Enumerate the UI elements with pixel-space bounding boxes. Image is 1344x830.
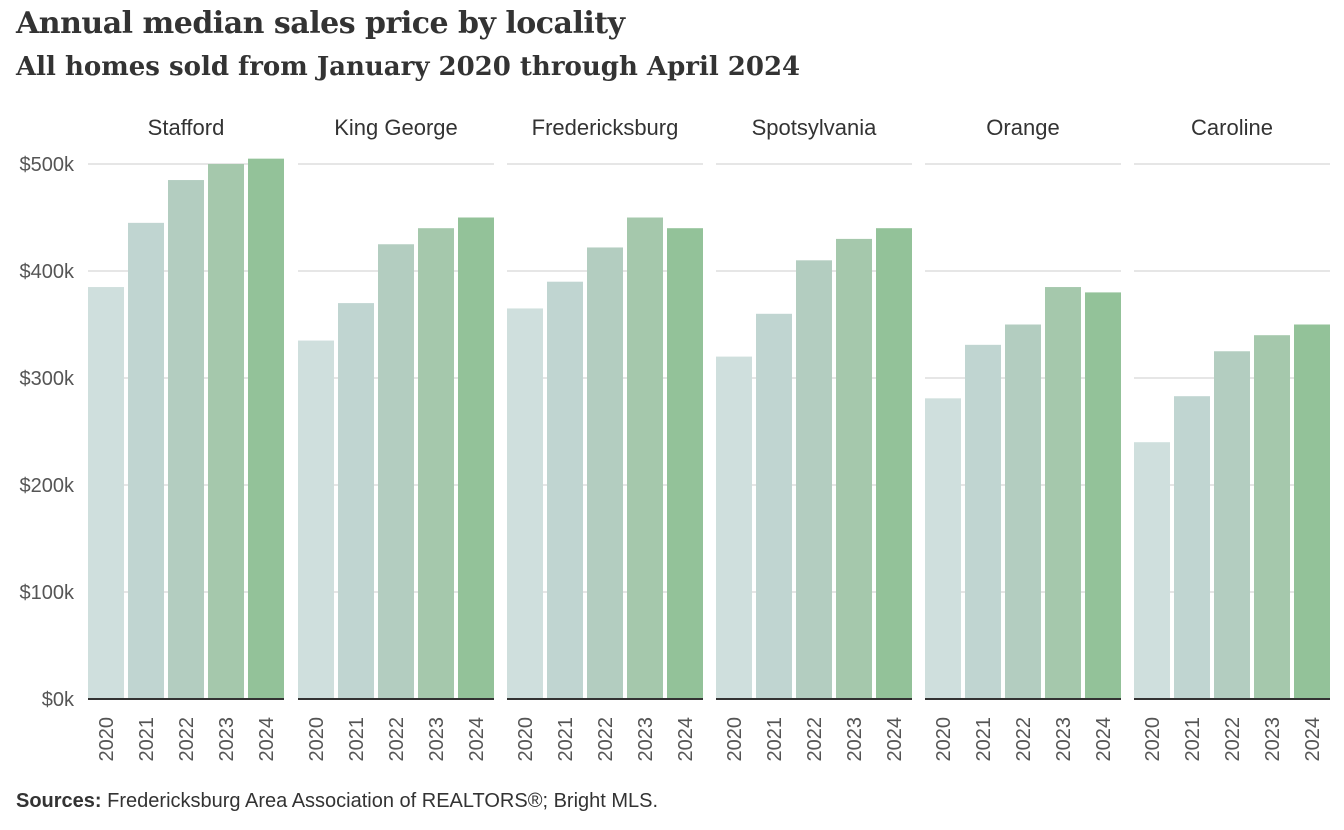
bar-2024 xyxy=(876,228,912,699)
x-tick-label: 2021 xyxy=(346,717,368,762)
panel-title: Orange xyxy=(986,115,1059,140)
x-tick-label: 2023 xyxy=(426,717,448,762)
x-tick-label: 2024 xyxy=(256,717,278,762)
x-tick-label: 2023 xyxy=(635,717,657,762)
x-tick-label: 2022 xyxy=(386,717,408,762)
bar-2022 xyxy=(1005,324,1041,699)
x-tick-label: 2021 xyxy=(555,717,577,762)
x-tick-label: 2020 xyxy=(96,717,118,762)
x-tick-label: 2020 xyxy=(1142,717,1164,762)
bar-2023 xyxy=(208,164,244,699)
x-tick-label: 2020 xyxy=(306,717,328,762)
bar-2021 xyxy=(338,303,374,699)
chart-subtitle: All homes sold from January 2020 through… xyxy=(16,52,801,82)
bar-2021 xyxy=(756,313,792,699)
x-tick-label: 2022 xyxy=(1013,717,1035,762)
x-tick-label: 2023 xyxy=(1053,717,1075,762)
x-tick-label: 2021 xyxy=(764,717,786,762)
panel-king-george: King George 2020 2021 2022 2023 2024 xyxy=(298,115,494,762)
x-tick-label: 2022 xyxy=(176,717,198,762)
bar-2023 xyxy=(627,217,663,699)
y-tick-label: $0k xyxy=(42,689,75,711)
bar-2022 xyxy=(1214,351,1250,699)
x-tick-label: 2023 xyxy=(844,717,866,762)
bar-2024 xyxy=(667,228,703,699)
panel-stafford: Stafford 2020 2021 2022 2023 2024 xyxy=(88,115,284,762)
panel-orange: Orange 2020 2021 2022 2023 2024 xyxy=(925,115,1121,762)
y-axis: $0k $100k $200k $300k $400k $500k xyxy=(20,154,75,711)
chart-panels: Stafford 2020 2021 2022 2023 2024 King George 2… xyxy=(88,115,1330,762)
bar-2020 xyxy=(88,287,124,699)
x-tick-label: 2024 xyxy=(1093,717,1115,762)
bar-2024 xyxy=(1085,292,1121,699)
bar-2024 xyxy=(458,217,494,699)
y-tick-label: $300k xyxy=(20,368,75,390)
source-text: Fredericksburg Area Association of REALT… xyxy=(107,790,659,812)
bar-2020 xyxy=(1134,442,1170,699)
y-tick-label: $200k xyxy=(20,475,75,497)
bar-2021 xyxy=(547,281,583,699)
x-tick-label: 2020 xyxy=(515,717,537,762)
x-tick-label: 2023 xyxy=(1262,717,1284,762)
y-tick-label: $100k xyxy=(20,582,75,604)
bar-2022 xyxy=(378,244,414,699)
bar-2023 xyxy=(836,238,872,699)
x-tick-label: 2024 xyxy=(1302,717,1324,762)
bar-2022 xyxy=(796,260,832,699)
panel-title: King George xyxy=(334,115,458,140)
bar-2024 xyxy=(248,158,284,699)
y-tick-label: $500k xyxy=(20,154,75,176)
panel-title: Stafford xyxy=(148,115,225,140)
x-tick-label: 2022 xyxy=(804,717,826,762)
bar-2023 xyxy=(418,228,454,699)
panel-caroline: Caroline 2020 2021 2022 2023 2024 xyxy=(1134,115,1330,762)
chart-title: Annual median sales price by locality xyxy=(16,6,625,41)
panel-spotsylvania: Spotsylvania 2020 2021 2022 2023 2024 xyxy=(716,115,912,762)
x-tick-label: 2021 xyxy=(136,717,158,762)
bar-2021 xyxy=(965,344,1001,699)
x-tick-label: 2022 xyxy=(1222,717,1244,762)
x-tick-label: 2020 xyxy=(933,717,955,762)
bar-2021 xyxy=(128,222,164,699)
panel-fredericksburg: Fredericksburg 2020 2021 2022 2023 2024 xyxy=(507,115,703,762)
panel-title: Spotsylvania xyxy=(752,115,878,140)
bar-2020 xyxy=(298,340,334,699)
x-tick-label: 2021 xyxy=(973,717,995,762)
x-tick-label: 2024 xyxy=(884,717,906,762)
bar-2020 xyxy=(925,398,961,699)
source-label: Sources: xyxy=(16,790,102,812)
x-tick-label: 2024 xyxy=(675,717,697,762)
bar-2024 xyxy=(1294,324,1330,699)
x-tick-label: 2021 xyxy=(1182,717,1204,762)
bar-2022 xyxy=(168,180,204,700)
bar-2021 xyxy=(1174,396,1210,699)
panel-title: Caroline xyxy=(1191,115,1273,140)
bar-2020 xyxy=(507,308,543,699)
bar-2023 xyxy=(1254,335,1290,699)
x-tick-label: 2024 xyxy=(466,717,488,762)
bar-2020 xyxy=(716,356,752,699)
x-tick-label: 2020 xyxy=(724,717,746,762)
bar-2022 xyxy=(587,247,623,699)
panel-title: Fredericksburg xyxy=(532,115,679,140)
bar-2023 xyxy=(1045,287,1081,699)
x-tick-label: 2023 xyxy=(216,717,238,762)
y-tick-label: $400k xyxy=(20,261,75,283)
x-tick-label: 2022 xyxy=(595,717,617,762)
source-note: Sources: Fredericksburg Area Association… xyxy=(16,790,658,813)
